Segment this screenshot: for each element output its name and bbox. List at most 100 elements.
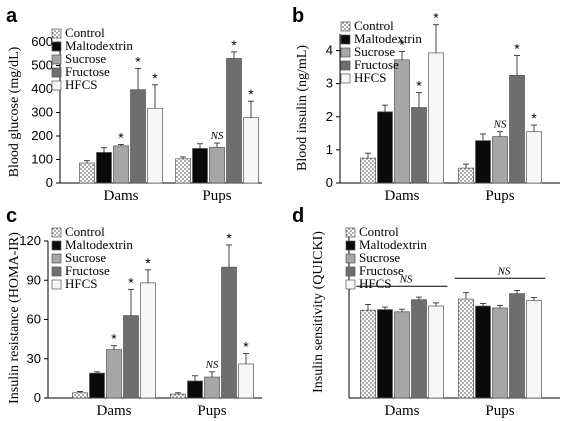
bar-maltodextrin-pups xyxy=(475,140,491,184)
bar-control-dams xyxy=(72,392,88,399)
legend-label-control: Control xyxy=(65,224,105,239)
significance-star: * xyxy=(111,331,117,347)
group-label-dams: Dams xyxy=(385,403,420,419)
y-tick-label: 200 xyxy=(31,128,53,143)
bar-fructose-pups xyxy=(221,266,237,399)
bar-maltodextrin-dams xyxy=(96,152,112,184)
bar-hfcs-dams xyxy=(147,107,163,184)
y-tick-label: 1 xyxy=(326,142,333,157)
bar-maltodextrin-pups xyxy=(187,380,203,399)
bar-sucrose-dams xyxy=(394,311,410,399)
significance-star: * xyxy=(152,70,158,86)
ns-label: NS xyxy=(399,273,413,285)
bar-fructose-pups xyxy=(509,293,525,399)
panel-d: d Insulin sensitivity (QUICKI) Dams Pups NS N… xyxy=(292,205,560,419)
legend-label-sucrose: Sucrose xyxy=(65,250,106,265)
significance-star: * xyxy=(399,37,405,53)
legend-swatch-maltodextrin xyxy=(51,41,62,52)
panel-letter: a xyxy=(6,5,18,27)
legend-label-control: Control xyxy=(359,224,399,239)
bar-control-dams xyxy=(79,162,95,184)
bar-sucrose-pups xyxy=(204,376,220,399)
group-label-pups: Pups xyxy=(485,403,514,419)
legend-swatch-fructose xyxy=(51,266,62,277)
legend-swatch-sucrose xyxy=(340,47,351,58)
legend-swatch-control xyxy=(340,21,351,32)
legend-label-maltodextrin: Maltodextrin xyxy=(354,31,422,46)
bar-fructose-dams xyxy=(411,107,427,184)
bar-maltodextrin-dams xyxy=(377,111,393,184)
significance-star: * xyxy=(416,78,422,94)
panel-a: a Blood glucose (mg/dL) 0 100 200 300 400 500 60… xyxy=(6,5,262,204)
bar-maltodextrin-dams xyxy=(377,309,393,399)
group-label-pups: Pups xyxy=(485,188,514,204)
legend-swatch-sucrose xyxy=(345,253,356,264)
legend-swatch-control xyxy=(51,28,62,39)
bar-control-pups xyxy=(175,158,191,184)
y-tick-label: 60 xyxy=(27,312,41,327)
legend-swatch-maltodextrin xyxy=(345,240,356,251)
significance-star: * xyxy=(226,230,232,246)
legend-swatch-maltodextrin xyxy=(51,240,62,251)
bar-sucrose-pups xyxy=(492,136,508,184)
legend-label-hfcs: HFCS xyxy=(65,77,98,92)
bar-maltodextrin-dams xyxy=(89,372,105,399)
group-label-pups: Pups xyxy=(197,403,226,419)
legend-label-maltodextrin: Maltodextrin xyxy=(359,237,427,252)
legend-label-sucrose: Sucrose xyxy=(354,44,395,59)
bar-hfcs-dams xyxy=(140,282,156,399)
legend-swatch-maltodextrin xyxy=(340,34,351,45)
panel-letter: d xyxy=(292,205,304,227)
legend-label-fructose: Fructose xyxy=(65,64,110,79)
y-axis-label: Insulin sensitivity (QUICKI) xyxy=(311,231,326,393)
bar-sucrose-dams xyxy=(394,59,410,184)
legend-swatch-hfcs xyxy=(51,80,62,91)
legend-label-fructose: Fructose xyxy=(65,263,110,278)
bar-hfcs-pups xyxy=(238,363,254,399)
significance-star: * xyxy=(248,86,254,102)
y-tick-label: 0 xyxy=(34,390,41,405)
bar-fructose-dams xyxy=(130,89,146,184)
y-tick-label: 3 xyxy=(326,76,333,91)
y-tick-label: 400 xyxy=(31,81,53,96)
y-tick-label: 300 xyxy=(31,105,53,120)
ns-label: NS xyxy=(497,265,511,277)
legend-label-hfcs: HFCS xyxy=(65,276,98,291)
y-tick-label: 90 xyxy=(27,272,41,287)
panel-letter: b xyxy=(292,5,304,27)
y-tick-label: 120 xyxy=(19,233,41,248)
legend-swatch-hfcs xyxy=(345,279,356,290)
legend-label-maltodextrin: Maltodextrin xyxy=(65,237,133,252)
y-axis-label: Blood glucose (mg/dL) xyxy=(7,46,22,177)
y-axis-label: Blood insulin (ng/mL) xyxy=(295,45,310,171)
legend-label-maltodextrin: Maltodextrin xyxy=(65,38,133,53)
bar-fructose-dams xyxy=(123,315,139,399)
legend-label-hfcs: HFCS xyxy=(359,276,392,291)
group-label-pups: Pups xyxy=(202,188,231,204)
significance-star: * xyxy=(531,110,537,126)
legend-swatch-fructose xyxy=(340,60,351,71)
legend-label-fructose: Fructose xyxy=(354,57,399,72)
significance-star: * xyxy=(433,10,439,26)
legend-label-sucrose: Sucrose xyxy=(359,250,400,265)
y-axis-label: Insulin resistance (HOMA-IR) xyxy=(7,232,22,404)
group-label-dams: Dams xyxy=(385,188,420,204)
bar-hfcs-dams xyxy=(428,52,444,184)
y-tick-label: 4 xyxy=(326,43,333,58)
legend-label-fructose: Fructose xyxy=(359,263,404,278)
legend-swatch-control xyxy=(51,227,62,238)
y-tick-label: 0 xyxy=(326,175,333,190)
bar-sucrose-pups xyxy=(209,146,225,184)
group-label-dams: Dams xyxy=(104,188,139,204)
y-tick-label: 600 xyxy=(31,34,53,49)
legend-swatch-hfcs xyxy=(51,279,62,290)
legend-swatch-control xyxy=(345,227,356,238)
legend-label-control: Control xyxy=(65,25,105,40)
bar-control-pups xyxy=(458,167,474,184)
y-tick-label: 2 xyxy=(326,109,333,124)
bar-hfcs-pups xyxy=(526,300,542,399)
bar-sucrose-dams xyxy=(113,145,129,184)
group-label-dams: Dams xyxy=(97,403,132,419)
significance-star: * xyxy=(118,129,124,145)
